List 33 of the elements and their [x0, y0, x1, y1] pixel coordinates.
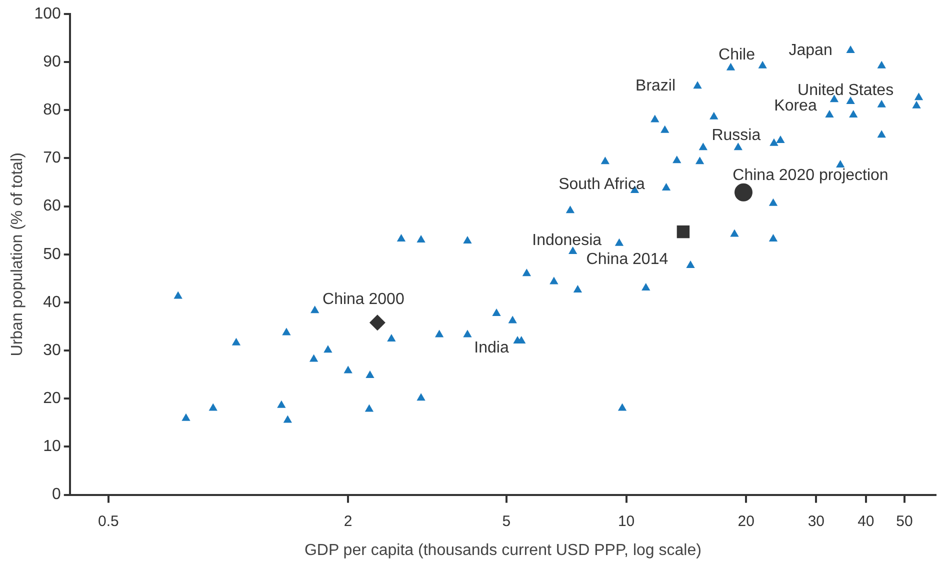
annotation: Indonesia — [532, 232, 602, 249]
annotation: Japan — [788, 42, 832, 59]
y-tick-label: 20 — [43, 390, 61, 408]
annotation: South Africa — [558, 176, 645, 193]
y-tick-label: 60 — [43, 198, 61, 215]
y-axis-title: Urban population (% of total) — [9, 152, 26, 356]
y-tick-label: 80 — [43, 102, 61, 119]
annotation: Brazil — [636, 78, 676, 95]
x-tick-label: 40 — [858, 512, 874, 530]
y-tick-label: 100 — [34, 5, 61, 22]
x-tick-label: 50 — [896, 512, 913, 530]
annotation: China 2020 projection — [732, 166, 888, 184]
annotation: United States — [798, 82, 894, 99]
annotation: Chile — [718, 46, 756, 64]
x-tick-label: 5 — [502, 512, 511, 530]
annotation: China 2014 — [586, 251, 668, 268]
annotation: India — [474, 339, 509, 356]
annotation: Korea — [774, 97, 817, 114]
x-tick-label: 20 — [738, 512, 754, 530]
x-tick-label: 0.5 — [98, 512, 119, 530]
y-tick-label: 50 — [43, 246, 61, 263]
y-tick-label: 30 — [43, 342, 61, 359]
y-tick-label: 90 — [43, 53, 61, 70]
x-axis-title: GDP per capita (thousands current USD PPP, log scale) — [304, 542, 702, 559]
x-tick-label: 2 — [344, 512, 352, 530]
annotation: Russia — [712, 127, 761, 144]
y-tick-label: 70 — [43, 150, 61, 167]
annotation: China 2000 — [322, 291, 404, 308]
y-tick-label: 0 — [52, 486, 61, 504]
x-tick-label: 10 — [618, 512, 635, 530]
y-tick-label: 40 — [43, 294, 61, 311]
y-tick-label: 10 — [43, 438, 61, 456]
x-tick-label: 30 — [808, 512, 825, 530]
